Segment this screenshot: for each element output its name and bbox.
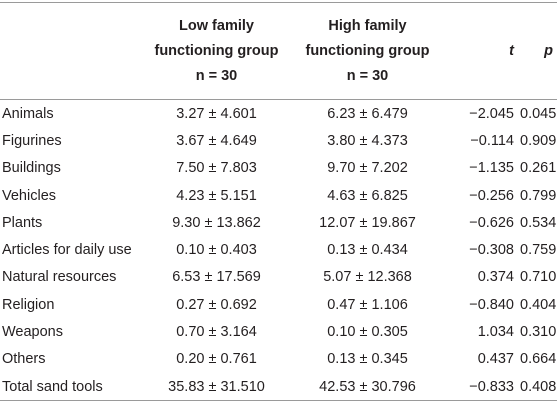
cell: 42.53 ± 30.796 [319, 378, 416, 395]
table-row: Vehicles 4.23 ± 5.151 4.63 ± 6.825 −0.256 0.… [0, 182, 557, 209]
cell: 0.20 ± 0.761 [176, 351, 257, 368]
cell: 0.13 ± 0.345 [327, 351, 408, 368]
header-line: Low family [179, 17, 254, 34]
table-row: Articles for daily use 0.10 ± 0.403 0.13 ±… [0, 236, 557, 263]
table-body: Animals 3.27 ± 4.601 6.23 ± 6.479 −2.045 0.0… [0, 100, 557, 401]
table-row: Buildings 7.50 ± 7.803 9.70 ± 7.202 −1.135 0… [0, 155, 557, 182]
cell: 0.10 ± 0.403 [176, 242, 257, 259]
header-line: functioning group [154, 42, 279, 59]
cell: 9.30 ± 13.862 [172, 214, 261, 231]
table-row: Natural resources 6.53 ± 17.569 5.07 ± 12.… [0, 264, 557, 291]
table-row: Animals 3.27 ± 4.601 6.23 ± 6.479 −2.045 0.0… [0, 100, 557, 128]
row-label: Figurines [2, 132, 62, 149]
cell: 0.261 [520, 160, 557, 177]
cell: 0.664 [520, 351, 557, 368]
cell: 3.80 ± 4.373 [327, 132, 408, 149]
row-label: Others [2, 351, 46, 368]
cell: 0.799 [520, 187, 557, 204]
table-header: Low family functioning group n = 30 High fa… [0, 2, 557, 100]
cell: −1.135 [469, 160, 514, 177]
row-label: Plants [2, 214, 43, 231]
table-row: Figurines 3.67 ± 4.649 3.80 ± 4.373 −0.114 0… [0, 127, 557, 154]
cell: 1.034 [477, 324, 514, 341]
cell: 5.07 ± 12.368 [323, 269, 412, 286]
row-label: Vehicles [2, 187, 57, 204]
column-header [0, 3, 148, 100]
cell: −0.833 [469, 378, 514, 395]
table-row: Religion 0.27 ± 0.692 0.47 ± 1.106 −0.840 0.… [0, 291, 557, 318]
cell: 0.909 [520, 132, 557, 149]
header-line: n = 30 [346, 67, 389, 84]
header-line: functioning group [305, 42, 430, 59]
table-row: Others 0.20 ± 0.761 0.13 ± 0.345 0.437 0.664 [0, 346, 557, 373]
row-label: Religion [2, 296, 55, 313]
cell: 4.23 ± 5.151 [176, 187, 257, 204]
cell: 9.70 ± 7.202 [327, 160, 408, 177]
column-header: p [520, 3, 557, 100]
header-line: p [544, 42, 553, 59]
row-label: Buildings [2, 160, 61, 177]
cell: 0.408 [520, 378, 557, 395]
row-label: Animals [2, 105, 54, 122]
cell: −0.626 [469, 214, 514, 231]
cell: 35.83 ± 31.510 [168, 378, 265, 395]
column-header: t [450, 3, 520, 100]
cell: 0.70 ± 3.164 [176, 324, 257, 341]
header-line: High family [328, 17, 407, 34]
cell: −0.114 [470, 132, 514, 149]
cell: 0.534 [520, 214, 557, 231]
cell: 0.045 [520, 105, 557, 122]
cell: 6.23 ± 6.479 [327, 105, 408, 122]
cell: 0.437 [477, 351, 514, 368]
column-header: Low family functioning group n = 30 [148, 3, 285, 100]
cell: 0.310 [520, 324, 557, 341]
table-row: Weapons 0.70 ± 3.164 0.10 ± 0.305 1.034 0.31… [0, 318, 557, 345]
cell: 0.404 [520, 296, 557, 313]
cell: 3.27 ± 4.601 [176, 105, 257, 122]
cell: 3.67 ± 4.649 [176, 132, 257, 149]
cell: −0.840 [469, 296, 514, 313]
table-row: Total sand tools 35.83 ± 31.510 42.53 ± 30… [0, 373, 557, 401]
cell: 0.27 ± 0.692 [176, 296, 257, 313]
cell: 0.374 [477, 269, 514, 286]
header-row: Low family functioning group n = 30 High fa… [0, 2, 557, 100]
row-label: Weapons [2, 324, 63, 341]
header-line: t [509, 42, 514, 59]
column-header: High family functioning group n = 30 [285, 3, 450, 100]
row-label: Total sand tools [2, 378, 103, 395]
cell: 7.50 ± 7.803 [176, 160, 257, 177]
data-table: Low family functioning group n = 30 High fa… [0, 2, 557, 401]
cell: 0.47 ± 1.106 [327, 296, 408, 313]
cell: 6.53 ± 17.569 [172, 269, 261, 286]
header-line: n = 30 [195, 67, 238, 84]
cell: −2.045 [469, 105, 514, 122]
table-row: Plants 9.30 ± 13.862 12.07 ± 19.867 −0.626 0… [0, 209, 557, 236]
cell: −0.308 [469, 242, 514, 259]
cell: 0.13 ± 0.434 [327, 242, 408, 259]
row-label: Articles for daily use [2, 242, 132, 259]
cell: 4.63 ± 6.825 [327, 187, 408, 204]
cell: 0.759 [520, 242, 557, 259]
cell: 0.710 [520, 269, 557, 286]
row-label: Natural resources [2, 269, 117, 286]
cell: 12.07 ± 19.867 [319, 214, 416, 231]
cell: −0.256 [469, 187, 514, 204]
cell: 0.10 ± 0.305 [327, 324, 408, 341]
